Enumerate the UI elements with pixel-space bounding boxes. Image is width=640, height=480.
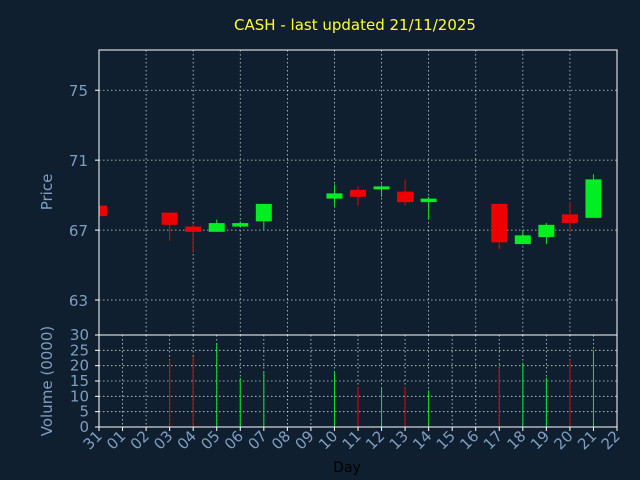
price-tick-label: 67 <box>69 222 88 240</box>
candle-19 <box>538 223 555 245</box>
candle-body <box>326 193 343 199</box>
chart-title: CASH - last updated 21/11/2025 <box>234 16 476 34</box>
candle-12 <box>373 184 390 197</box>
candle-body <box>161 212 178 225</box>
candle-body <box>255 203 272 222</box>
candle-body <box>185 226 202 232</box>
candles <box>98 174 602 253</box>
price-grid <box>99 50 617 335</box>
candle-body <box>208 223 225 232</box>
price-axis-ticks: 63 67 71 75 <box>69 82 99 310</box>
candle-06 <box>232 221 249 227</box>
price-tick-label: 75 <box>69 82 88 100</box>
candle-18 <box>514 230 531 245</box>
candle-body <box>397 191 414 203</box>
candle-body <box>514 235 531 245</box>
volume-axis-label: Volume (0000) <box>38 326 56 436</box>
candle-13 <box>397 179 414 206</box>
candle-body <box>585 179 602 218</box>
candle-20 <box>561 202 578 232</box>
candle-05 <box>208 219 225 232</box>
candle-body <box>232 223 249 227</box>
day-axis-ticks: 3101020304050607080910111213141516171819… <box>80 427 624 453</box>
candle-body <box>420 198 437 203</box>
volume-tick-label: 15 <box>70 372 89 390</box>
volume-tick-label: 25 <box>70 341 89 359</box>
candle-11 <box>350 186 366 206</box>
price-tick-label: 71 <box>69 152 88 170</box>
candle-31 <box>98 203 107 218</box>
candle-14 <box>420 196 437 220</box>
price-axis-label: Price <box>38 174 56 211</box>
volume-tick-label: 0 <box>79 418 89 436</box>
day-axis-label: Day <box>333 460 361 476</box>
candle-04 <box>185 224 202 253</box>
candle-03 <box>161 212 178 241</box>
candle-17 <box>491 203 508 250</box>
volume-bars <box>169 344 594 427</box>
volume-tick-label: 5 <box>79 403 89 421</box>
candle-07 <box>255 203 272 231</box>
candle-body <box>350 189 366 197</box>
candle-body <box>99 205 107 217</box>
candle-21 <box>585 174 602 218</box>
price-tick-label: 63 <box>69 292 88 310</box>
volume-tick-label: 30 <box>70 326 89 344</box>
candle-body <box>491 203 508 243</box>
candle-body <box>538 224 555 238</box>
volume-tick-label: 10 <box>70 387 89 405</box>
candle-body <box>373 186 390 190</box>
volume-tick-label: 20 <box>70 357 89 375</box>
candle-10 <box>326 184 343 208</box>
candle-body <box>561 214 578 224</box>
